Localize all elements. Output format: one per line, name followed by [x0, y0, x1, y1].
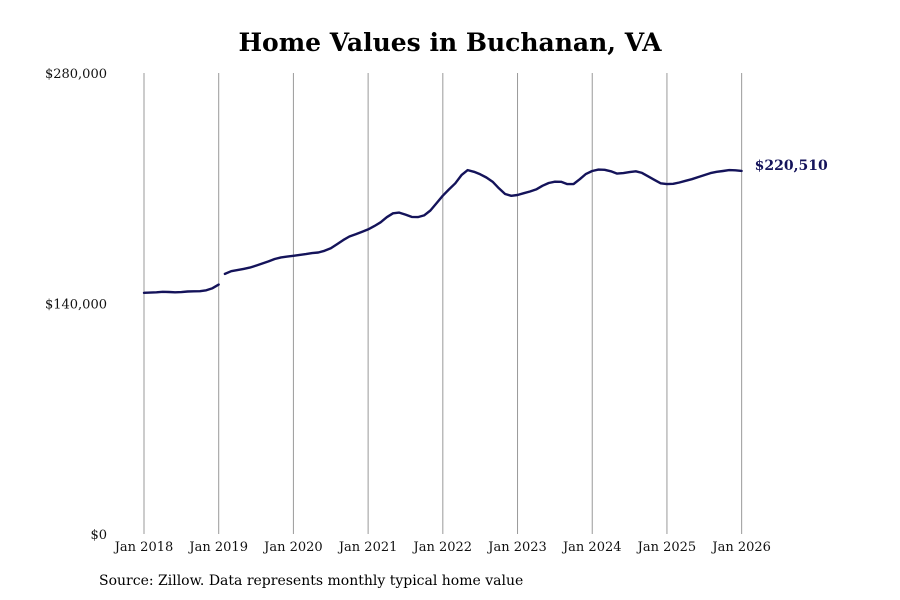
- x-tick-label: Jan 2024: [561, 540, 622, 555]
- end-value-label: $220,510: [755, 158, 828, 174]
- x-tick-label: Jan 2019: [187, 540, 248, 555]
- chart-title: Home Values in Buchanan, VA: [238, 28, 662, 57]
- x-tick-label: Jan 2018: [113, 540, 174, 555]
- x-tick-label: Jan 2026: [710, 540, 771, 555]
- vertical-gridlines: [143, 73, 743, 534]
- x-tick-label: Jan 2020: [262, 540, 323, 555]
- y-tick-label: $280,000: [45, 67, 107, 82]
- x-tick-label: Jan 2025: [636, 540, 697, 555]
- y-tick-label: $0: [90, 528, 107, 543]
- x-tick-label: Jan 2022: [412, 540, 473, 555]
- home-value-series: [142, 168, 743, 294]
- series-line-segment-0: [142, 283, 220, 294]
- source-note: Source: Zillow. Data represents monthly …: [99, 573, 524, 589]
- series-line-segment-1: [223, 168, 743, 276]
- x-tick-label: Jan 2021: [337, 540, 398, 555]
- x-axis-tick-labels: Jan 2018 Jan 2019 Jan 2020 Jan 2021 Jan 2022…: [113, 540, 771, 555]
- y-axis-tick-labels: $0 $140,000 $280,000: [45, 67, 107, 543]
- y-tick-label: $140,000: [45, 298, 107, 313]
- x-tick-label: Jan 2023: [486, 540, 547, 555]
